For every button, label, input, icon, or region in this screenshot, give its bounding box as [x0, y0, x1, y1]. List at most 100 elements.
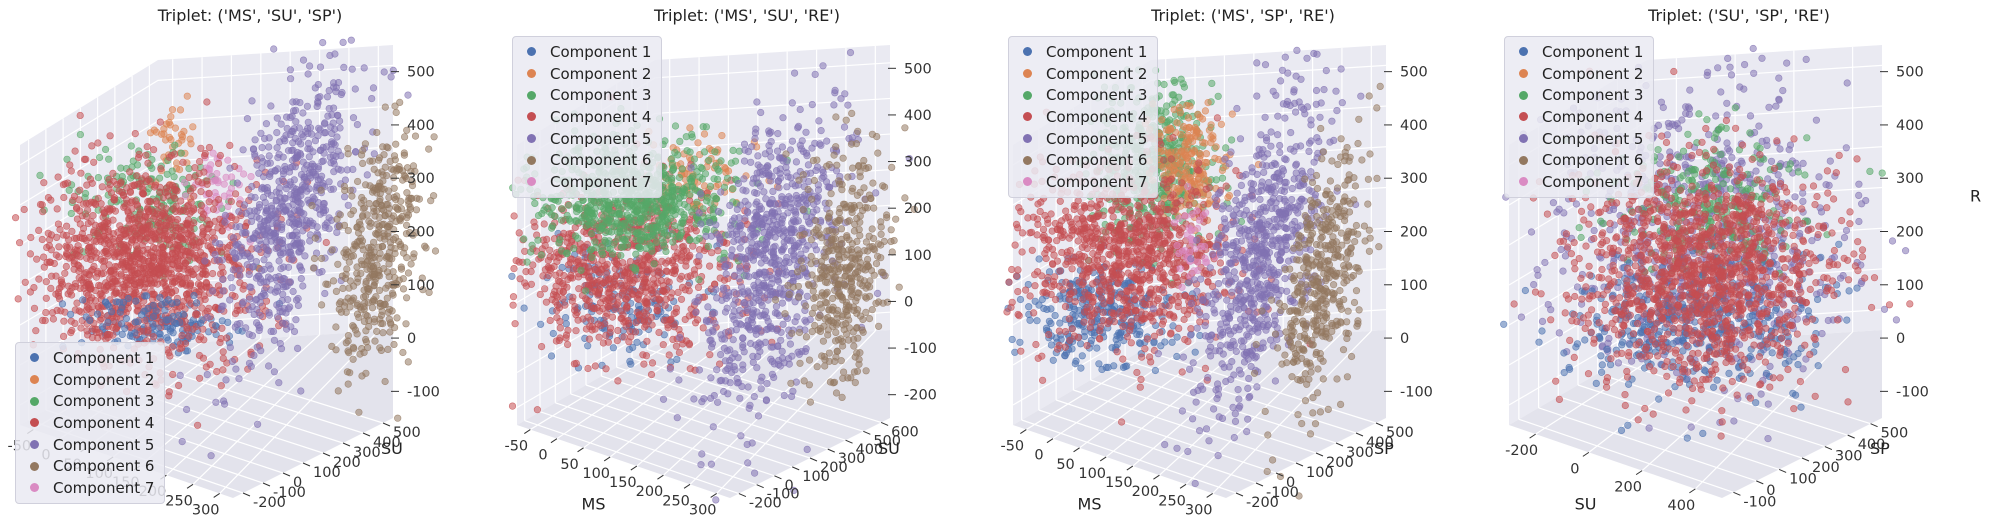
point	[253, 244, 261, 252]
point	[686, 148, 694, 156]
point	[329, 277, 338, 285]
legend-item: Component 1	[24, 347, 154, 369]
point	[578, 214, 586, 222]
point	[42, 309, 50, 317]
point	[203, 307, 211, 316]
point	[68, 326, 76, 335]
point	[587, 316, 595, 324]
point	[740, 175, 748, 183]
point	[301, 165, 309, 173]
point	[376, 272, 384, 280]
point	[259, 173, 268, 181]
point	[149, 333, 158, 341]
point	[321, 119, 329, 127]
point	[675, 173, 683, 182]
point	[642, 299, 650, 307]
point	[332, 84, 340, 92]
point	[95, 153, 104, 162]
point	[373, 327, 381, 336]
point	[45, 242, 53, 250]
point	[66, 310, 75, 319]
point	[187, 198, 195, 206]
point	[587, 209, 596, 217]
point	[251, 136, 259, 144]
point	[318, 254, 326, 263]
point	[219, 275, 227, 284]
point	[270, 336, 279, 344]
point	[290, 125, 298, 133]
point	[199, 325, 207, 333]
point	[199, 214, 207, 222]
point	[209, 205, 218, 213]
point	[665, 278, 673, 286]
point	[185, 230, 193, 238]
point	[109, 331, 117, 339]
point	[75, 262, 83, 270]
point	[753, 98, 761, 106]
point	[265, 247, 273, 255]
point	[176, 371, 184, 380]
point	[150, 126, 158, 134]
point	[686, 235, 694, 244]
point	[241, 228, 249, 236]
point	[621, 220, 629, 228]
point	[626, 357, 634, 366]
point	[211, 199, 219, 207]
point	[383, 294, 391, 302]
point	[70, 192, 79, 200]
point	[357, 199, 365, 207]
point	[360, 64, 368, 72]
point	[62, 262, 70, 271]
point	[94, 304, 103, 312]
legend-label: Component 7	[53, 478, 155, 497]
point	[327, 185, 335, 193]
point	[370, 204, 378, 212]
point	[218, 263, 226, 271]
point	[817, 127, 825, 135]
point	[729, 146, 737, 154]
point	[239, 298, 247, 306]
point	[178, 332, 186, 340]
point	[640, 275, 648, 283]
point	[273, 313, 282, 321]
point	[681, 286, 689, 294]
point	[42, 278, 50, 286]
point	[340, 249, 348, 257]
point	[213, 170, 221, 178]
point	[617, 251, 625, 260]
point	[228, 357, 236, 366]
point	[156, 227, 164, 235]
point	[131, 318, 139, 326]
point	[265, 362, 273, 370]
point	[226, 242, 234, 250]
point	[211, 189, 219, 197]
point	[527, 248, 535, 256]
point	[584, 203, 592, 211]
point	[232, 365, 240, 373]
point	[310, 254, 319, 263]
point	[20, 205, 28, 214]
point	[155, 234, 163, 242]
point	[345, 258, 353, 266]
point	[273, 114, 281, 122]
point	[215, 159, 223, 167]
point	[315, 205, 323, 214]
point	[289, 287, 297, 296]
point	[192, 252, 200, 260]
point	[355, 218, 364, 226]
point	[379, 143, 387, 151]
point	[94, 174, 102, 182]
point	[508, 402, 517, 410]
point	[404, 91, 412, 99]
point	[587, 218, 595, 227]
point	[534, 236, 542, 244]
point	[240, 201, 249, 209]
point	[128, 197, 136, 205]
point	[347, 36, 355, 44]
point	[311, 170, 320, 179]
point	[623, 304, 631, 312]
point	[297, 200, 305, 208]
point	[776, 170, 784, 178]
point	[757, 385, 765, 393]
point	[550, 262, 558, 271]
